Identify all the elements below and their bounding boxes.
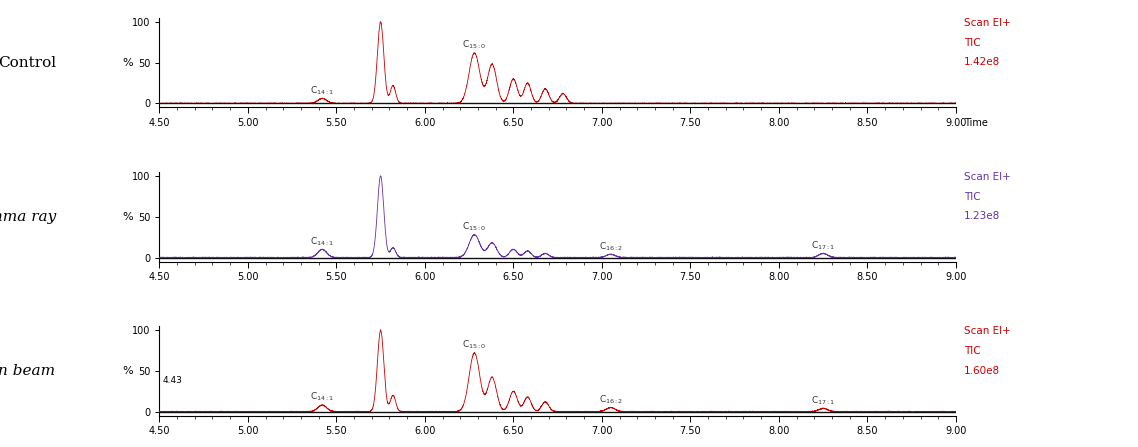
Text: $\mathregular{C_{17:1}}$: $\mathregular{C_{17:1}}$ bbox=[811, 394, 835, 407]
Y-axis label: %: % bbox=[123, 366, 133, 376]
Text: Scan EI+: Scan EI+ bbox=[964, 172, 1011, 182]
Text: 1.60e8: 1.60e8 bbox=[964, 366, 1000, 375]
Text: $\mathregular{C_{14:1}}$: $\mathregular{C_{14:1}}$ bbox=[310, 235, 335, 248]
Text: TIC: TIC bbox=[964, 38, 981, 47]
Text: $\mathregular{C_{16:2}}$: $\mathregular{C_{16:2}}$ bbox=[599, 240, 622, 253]
Text: Gamma ray: Gamma ray bbox=[0, 210, 56, 224]
Text: $\mathregular{C_{16:2}}$: $\mathregular{C_{16:2}}$ bbox=[599, 393, 622, 406]
Text: $\mathregular{C_{15:0}}$: $\mathregular{C_{15:0}}$ bbox=[462, 339, 487, 351]
Text: Scan EI+: Scan EI+ bbox=[964, 18, 1011, 28]
Text: Scan EI+: Scan EI+ bbox=[964, 326, 1011, 336]
Text: $\mathregular{C_{14:1}}$: $\mathregular{C_{14:1}}$ bbox=[310, 391, 335, 404]
Text: TIC: TIC bbox=[964, 346, 981, 356]
Text: Electron beam: Electron beam bbox=[0, 364, 56, 378]
Text: Control: Control bbox=[0, 56, 56, 70]
Text: $\mathregular{C_{15:0}}$: $\mathregular{C_{15:0}}$ bbox=[462, 220, 487, 233]
Y-axis label: %: % bbox=[123, 58, 133, 67]
Text: $\mathregular{C_{14:1}}$: $\mathregular{C_{14:1}}$ bbox=[310, 84, 335, 97]
Y-axis label: %: % bbox=[123, 212, 133, 222]
Text: TIC: TIC bbox=[964, 192, 981, 202]
Text: $\mathregular{C_{15:0}}$: $\mathregular{C_{15:0}}$ bbox=[462, 39, 487, 51]
Text: 1.42e8: 1.42e8 bbox=[964, 57, 1000, 67]
Text: 4.43: 4.43 bbox=[163, 376, 183, 385]
Text: Time: Time bbox=[964, 118, 988, 128]
Text: 1.23e8: 1.23e8 bbox=[964, 211, 1000, 221]
Text: $\mathregular{C_{17:1}}$: $\mathregular{C_{17:1}}$ bbox=[811, 239, 835, 252]
